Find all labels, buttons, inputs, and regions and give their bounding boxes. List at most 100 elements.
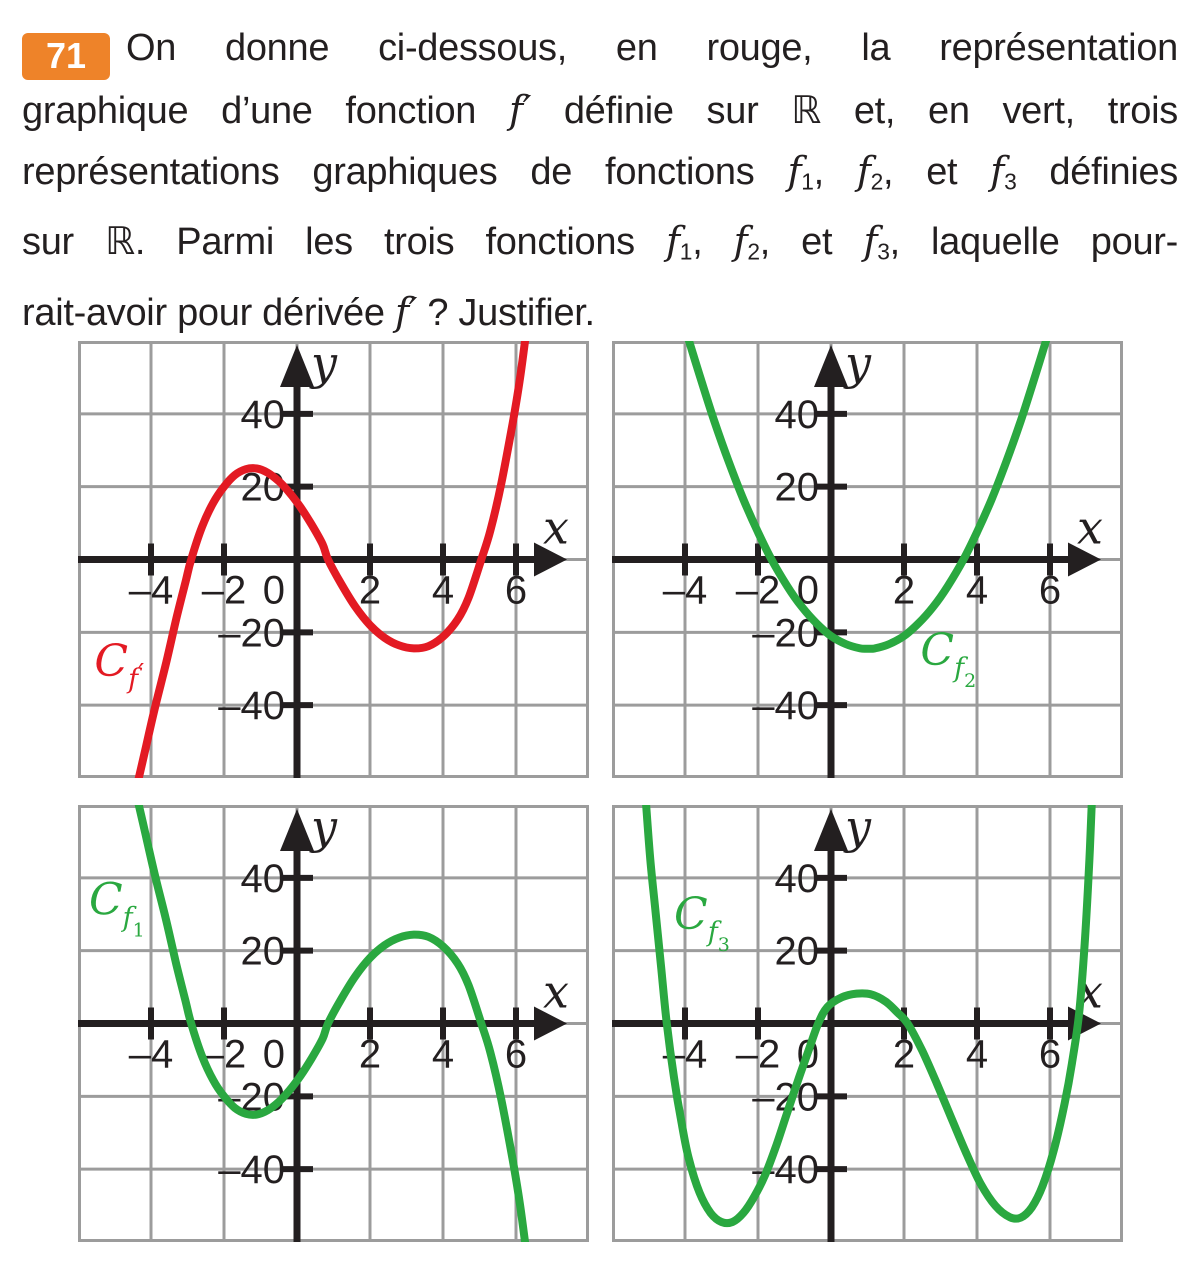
x-axis-label: x <box>543 501 569 555</box>
tick-label: 6 <box>1039 1033 1061 1077</box>
y-axis-label: y <box>309 805 338 854</box>
x-axis-arrow-icon <box>1068 542 1101 577</box>
tick-label: 6 <box>505 569 527 613</box>
tick-label: 6 <box>1039 569 1061 613</box>
graph-panel-f3: –4 –2 2 4 6 40 20 –20 –40 0 x y Cf3 <box>612 805 1123 1242</box>
tick-label: 2 <box>893 569 915 613</box>
y-axis-label: y <box>843 805 872 854</box>
text-segment: f <box>863 219 878 264</box>
x-axis-label: x <box>543 965 569 1019</box>
text-segment: rait-avoir pour dérivée <box>22 291 395 334</box>
tick-label: –4 <box>129 569 174 613</box>
curve-f1 <box>134 805 530 1242</box>
text-segment: On donne ci-dessous, en rouge, la représ… <box>126 27 1178 69</box>
y-axis-arrow-icon <box>814 345 848 387</box>
curve-label-f1: Cf1 <box>89 874 145 941</box>
text-segment: , et <box>882 150 991 193</box>
tick-label: –40 <box>218 684 285 728</box>
text-segment: . Parmi les trois fonctions <box>134 221 667 264</box>
text-segment: f <box>733 219 748 264</box>
y-axis-arrow-icon <box>814 809 848 851</box>
text-segment: 1 <box>801 168 814 195</box>
text-segment: , et <box>759 221 864 264</box>
text-segment: définie sur <box>531 89 792 132</box>
tick-label: 40 <box>241 393 286 437</box>
statement-line-2: graphique d’une fonction f′ définie sur … <box>22 80 1178 141</box>
tick-label: 2 <box>893 1033 915 1077</box>
text-segment: 3 <box>877 238 890 265</box>
curve-label-f2: Cf2 <box>920 625 976 692</box>
y-axis-arrow-icon <box>280 345 314 387</box>
tick-label: 40 <box>241 857 286 901</box>
text-segment: ℝ <box>791 87 822 132</box>
tick-label: 4 <box>966 1033 988 1077</box>
text-segment: f <box>394 289 409 334</box>
problem-statement: 71 On donne ci-dessous, en rouge, la repr… <box>22 18 1178 343</box>
curve-f-prime <box>134 341 530 778</box>
tick-label: 20 <box>775 466 820 510</box>
tick-label: –2 <box>202 569 247 613</box>
text-segment: f <box>787 148 802 193</box>
y-axis-label: y <box>309 341 338 390</box>
tick-label: –4 <box>663 569 708 613</box>
tick-label: 2 <box>359 1033 381 1077</box>
tick-label: –40 <box>218 1148 285 1192</box>
statement-text-1: On donne ci-dessous, en rouge, la représ… <box>126 27 1178 69</box>
text-segment: représentations graphiques de fonctions <box>22 150 788 193</box>
text-segment: , <box>813 150 857 193</box>
tick-label: –4 <box>129 1033 174 1077</box>
text-segment: ′ <box>522 87 532 132</box>
text-segment: , <box>692 221 734 264</box>
text-segment: f <box>666 219 680 264</box>
origin-label: 0 <box>263 1033 285 1077</box>
text-segment: 2 <box>747 238 760 265</box>
curve-f2 <box>684 341 1051 653</box>
curve-f3 <box>642 805 1096 1228</box>
tick-label: –20 <box>218 611 285 655</box>
tick-label: –2 <box>736 569 781 613</box>
tick-label: 6 <box>505 1033 527 1077</box>
statement-line-4: sur ℝ. Parmi les trois fonctions f1, f2,… <box>22 211 1178 282</box>
text-segment: 1 <box>679 238 693 265</box>
tick-label: 4 <box>966 569 988 613</box>
exercise-number-badge: 71 <box>22 32 110 80</box>
tick-label: 4 <box>432 1033 454 1077</box>
text-segment: , laquelle pour- <box>889 221 1179 264</box>
text-segment: et, en vert, trois <box>821 89 1178 132</box>
text-segment: f <box>856 148 871 193</box>
y-axis-label: y <box>843 341 872 390</box>
statement-line-5: rait-avoir pour dérivée f′ ? Justifier. <box>22 282 1178 343</box>
text-segment: ? Justifier. <box>417 291 595 334</box>
tick-label: 40 <box>775 857 820 901</box>
text-segment: sur <box>22 221 106 264</box>
text-segment: f <box>990 148 1005 193</box>
graph-panel-f2: –4 –2 2 4 6 40 20 –20 –40 0 x y Cf2 <box>612 341 1123 778</box>
text-segment: ℝ <box>105 219 135 264</box>
curve-label-f-prime: Cf′ <box>94 636 144 695</box>
x-axis-arrow-icon <box>534 1006 567 1041</box>
text-segment: f <box>508 87 523 132</box>
text-segment: 3 <box>1004 168 1017 195</box>
text-segment: 2 <box>870 168 884 195</box>
tick-label: 2 <box>359 569 381 613</box>
tick-label: 20 <box>775 930 820 974</box>
text-segment: définies <box>1016 150 1179 193</box>
tick-label: 20 <box>241 930 286 974</box>
text-segment: ′ <box>408 289 418 334</box>
tick-label: 4 <box>432 569 454 613</box>
statement-line-3: représentations graphiques de fonctions … <box>22 141 1178 212</box>
graph-panel-f-prime: –4 –2 2 4 6 40 20 –20 –40 0 x y Cf′ <box>78 341 589 778</box>
tick-label: 40 <box>775 393 820 437</box>
statement-line-1: 71 On donne ci-dessous, en rouge, la repr… <box>22 18 1178 80</box>
tick-label: –40 <box>752 684 819 728</box>
tick-label: –2 <box>736 1033 781 1077</box>
x-axis-label: x <box>1077 501 1103 555</box>
text-segment: graphique d’une fonction <box>22 89 509 132</box>
x-axis-arrow-icon <box>534 542 567 577</box>
origin-label: 0 <box>263 569 285 613</box>
